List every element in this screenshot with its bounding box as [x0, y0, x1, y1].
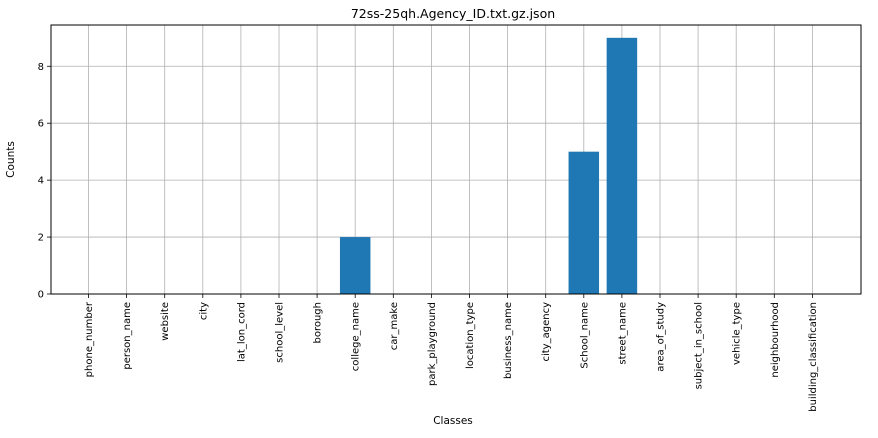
- x-tick-label: school_level: [275, 302, 286, 363]
- bar: [339, 237, 371, 294]
- x-tick-label: website: [160, 302, 171, 341]
- y-axis-label: Counts: [5, 141, 17, 178]
- y-tick-label: 8: [38, 62, 44, 73]
- x-tick-label: park_playground: [427, 302, 438, 386]
- x-tick-label: person_name: [122, 302, 133, 370]
- x-tick-label: street_name: [617, 302, 628, 365]
- x-tick-label: phone_number: [84, 301, 95, 377]
- y-axis-ticks: 0 2 4 6 8: [38, 62, 51, 301]
- x-tick-label: location_type: [465, 302, 476, 369]
- x-tick-label: borough: [313, 302, 324, 344]
- x-tick-label: area_of_study: [656, 302, 667, 372]
- grid: [51, 25, 861, 295]
- x-tick-label: building_classification: [808, 302, 819, 412]
- x-axis-label: Classes: [433, 415, 473, 427]
- x-tick-label: vehicle_type: [732, 302, 743, 365]
- x-tick-label: subject_in_school: [694, 302, 705, 389]
- chart-title: 72ss-25qh.Agency_ID.txt.gz.json: [351, 6, 555, 21]
- x-tick-label: city_agency: [541, 302, 552, 362]
- x-tick-label: neighbourhood: [770, 302, 781, 378]
- x-tick-label: car_make: [389, 302, 400, 350]
- x-tick-label: college_name: [351, 302, 362, 371]
- bar: [606, 37, 638, 295]
- y-tick-label: 6: [38, 119, 44, 130]
- x-tick-label: business_name: [503, 302, 514, 379]
- y-tick-label: 4: [38, 176, 44, 187]
- y-tick-label: 0: [38, 290, 44, 301]
- bars: [339, 37, 638, 295]
- plot-frame: [50, 24, 862, 295]
- y-tick-label: 2: [38, 233, 44, 244]
- x-tick-label: School_name: [579, 302, 590, 369]
- x-tick-label: city: [198, 302, 209, 320]
- x-tick-label: lat_lon_cord: [236, 302, 247, 362]
- bar: [568, 151, 600, 294]
- x-axis-ticks: phone_number person_name website city lat_lo…: [84, 294, 819, 412]
